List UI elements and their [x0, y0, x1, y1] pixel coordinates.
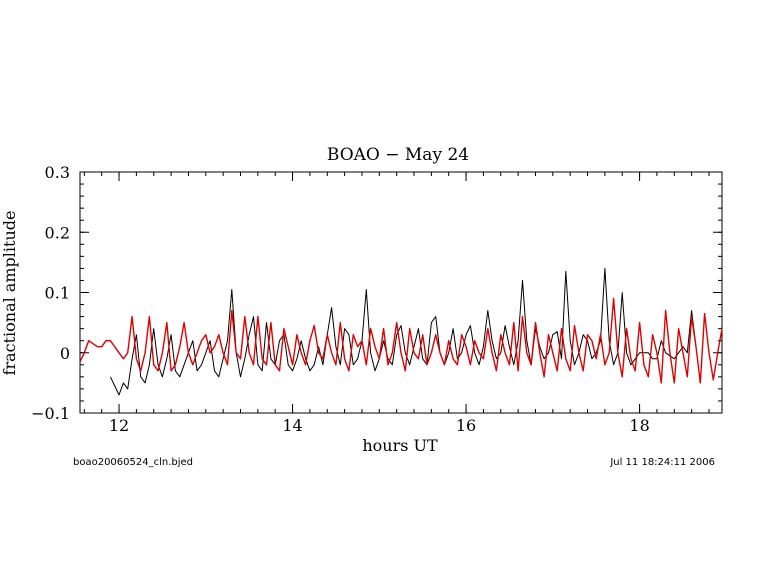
y-tick-label: 0.2 [45, 223, 70, 242]
series-group [79, 267, 723, 396]
x-axis-ticks: 12 14 16 18 [109, 172, 650, 435]
y-tick-label: 0.3 [45, 163, 70, 182]
observed-series-line [109, 267, 697, 396]
y-tick-label: 0.1 [45, 284, 70, 303]
model-series-line [79, 297, 723, 384]
x-tick-label: 12 [109, 416, 129, 435]
minor-ticks [80, 171, 722, 414]
chart-title: BOAO − May 24 [327, 145, 469, 165]
footer-timestamp: Jul 11 18:24:11 2006 [609, 457, 715, 468]
y-axis-ticks: −0.1 0 0.1 0.2 0.3 [31, 163, 722, 423]
plot-area: 12 14 16 18 −0.1 0 0.1 0.2 0.3 [31, 163, 723, 435]
plot-frame [79, 171, 723, 414]
x-tick-label: 14 [282, 416, 302, 435]
y-axis-label: fractional amplitude [0, 211, 19, 376]
x-axis-label: hours UT [362, 436, 438, 455]
x-tick-label: 18 [629, 416, 649, 435]
x-tick-label: 16 [456, 416, 476, 435]
footer-filename: boao20060524_cln.bjed [73, 457, 193, 468]
y-tick-label: 0 [60, 344, 70, 363]
y-tick-label: −0.1 [31, 404, 70, 423]
